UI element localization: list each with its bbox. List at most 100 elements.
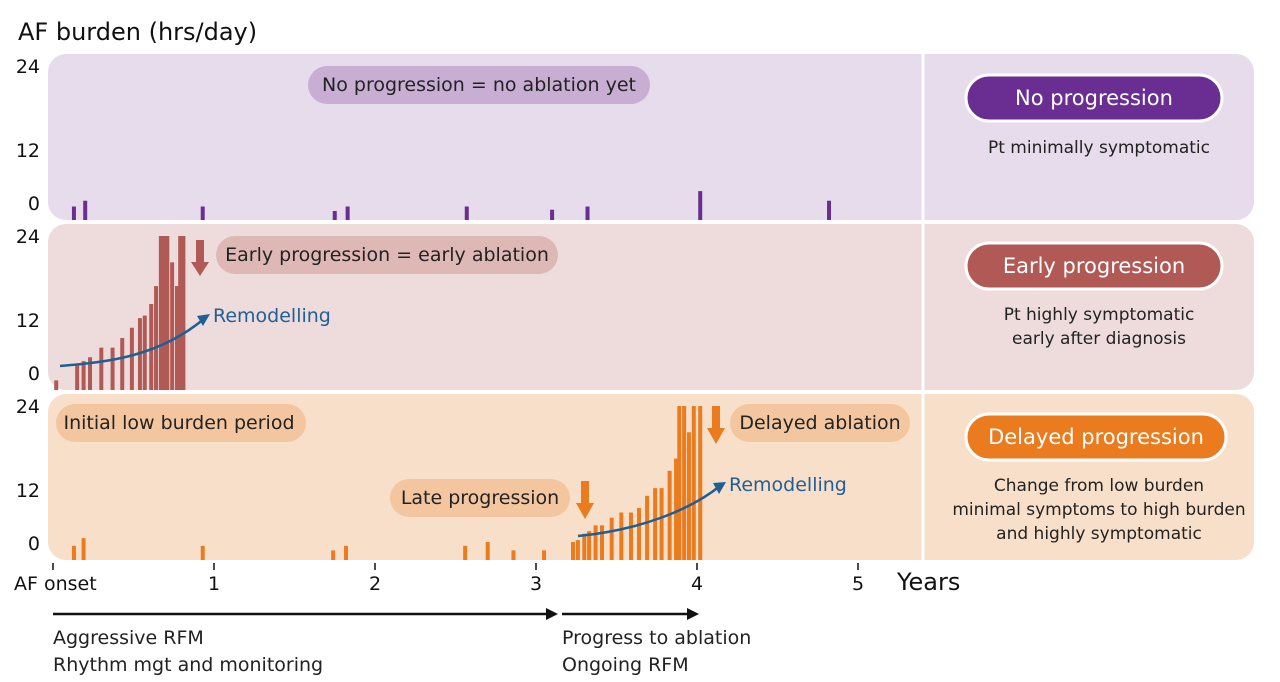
y-tick-label: 0: [28, 193, 40, 215]
late-progression-arrow: [576, 481, 594, 519]
bar-early: [88, 357, 93, 390]
bar-no: [83, 200, 88, 220]
bar-delayed: [637, 508, 642, 560]
remodelling-curve-early: [59, 317, 206, 368]
bar-delayed: [200, 545, 205, 560]
svg-text:Pt highly symptomatic: Pt highly symptomatic: [1004, 305, 1195, 325]
y-tick-label: 12: [16, 140, 40, 162]
y-tick-label: 12: [16, 480, 40, 502]
timeline-phase1-arrow: [53, 608, 558, 620]
y-tick-label: 24: [16, 396, 40, 418]
bar-early: [154, 286, 159, 390]
chart-title: AF burden (hrs/day): [18, 18, 257, 46]
no-ablation-pill: No progression = no ablation yet: [308, 66, 650, 104]
delayed-ablation-arrow: [707, 406, 725, 444]
late-progression-pill: Late progression: [390, 479, 570, 517]
bar-early: [54, 380, 59, 390]
svg-text:Delayed ablation: Delayed ablation: [739, 412, 900, 434]
y-tick-label: 0: [28, 533, 40, 555]
remodelling-arrowhead-delayed: [713, 482, 726, 494]
bar-early: [75, 365, 80, 390]
svg-text:Late progression: Late progression: [401, 487, 559, 509]
y-tick-label: 24: [16, 226, 40, 248]
bar-delayed: [571, 542, 576, 560]
bar-delayed: [677, 406, 682, 560]
bar-early: [120, 338, 125, 390]
bar-no: [550, 209, 555, 220]
x-tick-label: 3: [530, 573, 542, 595]
phase2-line1: Progress to ablation: [562, 627, 751, 649]
bar-delayed: [619, 512, 624, 560]
bar-no: [585, 206, 590, 220]
bar-no: [698, 191, 703, 220]
phase1-line1: Aggressive RFM: [53, 627, 204, 649]
bar-delayed: [659, 488, 664, 560]
bar-delayed: [628, 512, 633, 560]
phase2-line2: Ongoing RFM: [562, 654, 689, 676]
bar-early: [110, 347, 115, 390]
x-tick-label: AF onset: [14, 573, 97, 595]
svg-text:Delayed progression: Delayed progression: [988, 425, 1204, 449]
phase1-line2: Rhythm mgt and monitoring: [53, 654, 323, 676]
bar-delayed: [593, 525, 598, 560]
bar-early: [181, 236, 186, 390]
bar-delayed: [463, 545, 468, 560]
early-ablation-arrow: [191, 240, 209, 276]
bar-early: [129, 327, 134, 390]
y-axis-ticks: 24 12 0 24 12 0 24 12 0: [16, 56, 40, 555]
bar-early: [162, 236, 167, 390]
timeline-phase2-arrow: [562, 608, 699, 620]
bar-delayed: [609, 517, 614, 560]
x-axis-label: Years: [896, 568, 960, 596]
bar-no: [71, 206, 76, 220]
bar-delayed: [674, 458, 679, 560]
bar-early: [81, 361, 86, 390]
svg-text:early after diagnosis: early after diagnosis: [1012, 329, 1186, 349]
remodelling-curve-delayed: [577, 485, 721, 538]
bar-delayed: [575, 540, 580, 560]
legend-delayed-progression: Delayed progression Change from low burd…: [952, 412, 1246, 544]
svg-text:No progression: No progression: [1015, 86, 1173, 110]
bar-delayed: [600, 525, 605, 560]
x-axis: AF onset 1 2 3 4 5: [14, 562, 920, 595]
y-tick-label: 24: [16, 56, 40, 78]
bar-delayed: [81, 538, 86, 560]
bar-marks: [54, 191, 832, 560]
bar-delayed: [645, 495, 650, 560]
x-tick-label: 5: [852, 573, 864, 595]
low-burden-pill: Initial low burden period: [56, 404, 306, 442]
bar-no: [345, 206, 350, 220]
svg-text:Change from low burden: Change from low burden: [994, 476, 1204, 496]
svg-text:Initial low burden period: Initial low burden period: [63, 412, 294, 434]
svg-text:and highly symptomatic: and highly symptomatic: [996, 524, 1202, 544]
svg-text:Early progression = early abla: Early progression = early ablation: [225, 244, 549, 266]
bar-delayed: [331, 550, 336, 560]
bar-no: [827, 200, 832, 220]
bar-early: [165, 236, 170, 390]
bar-delayed: [698, 406, 703, 560]
x-tick-label: 2: [369, 573, 381, 595]
bar-delayed: [587, 531, 592, 560]
remodelling-label-early: Remodelling: [213, 305, 331, 327]
early-ablation-pill: Early progression = early ablation: [216, 236, 558, 274]
bar-delayed: [653, 488, 658, 560]
bar-delayed: [582, 533, 587, 560]
bar-delayed: [71, 545, 76, 560]
legend-no-progression: No progression Pt minimally symptomatic: [964, 73, 1224, 158]
legend-early-progression: Early progression Pt highly symptomatic …: [964, 241, 1224, 349]
bar-early: [170, 262, 175, 390]
svg-text:Early progression: Early progression: [1003, 254, 1185, 278]
svg-text:Pt minimally symptomatic: Pt minimally symptomatic: [988, 138, 1210, 158]
bar-delayed: [511, 550, 516, 560]
bar-early: [158, 236, 163, 390]
delayed-ablation-pill: Delayed ablation: [730, 404, 910, 442]
bar-delayed: [542, 550, 547, 560]
y-tick-label: 12: [16, 310, 40, 332]
bar-no: [200, 206, 205, 220]
bar-delayed: [682, 406, 687, 560]
bar-delayed: [485, 542, 490, 560]
bar-delayed: [686, 432, 691, 560]
panel-delayed-progression: [48, 394, 1254, 560]
svg-text:No progression = no ablation y: No progression = no ablation yet: [322, 74, 636, 96]
remodelling-arrowhead-early: [197, 314, 210, 326]
